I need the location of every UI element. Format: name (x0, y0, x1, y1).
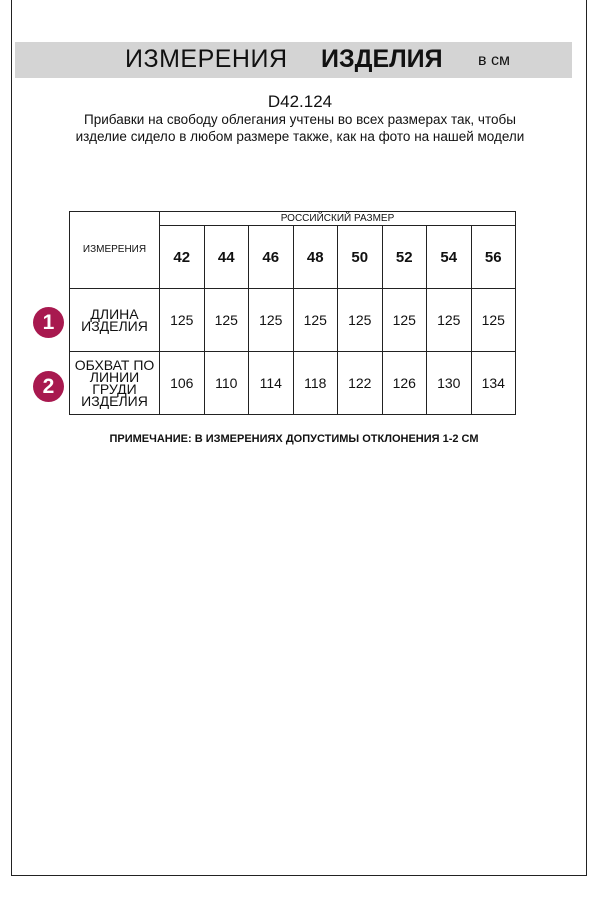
title-bold: ИЗДЕЛИЯ (321, 45, 443, 73)
value-cell: 134 (470, 351, 516, 415)
value-cell: 125 (248, 288, 294, 352)
title-regular: ИЗМЕРЕНИЯ (125, 45, 288, 73)
value-cell: 126 (381, 351, 427, 415)
size-cell: 48 (292, 225, 338, 289)
size-cell: 42 (159, 225, 205, 289)
value-cell: 125 (337, 288, 383, 352)
value-cell: 110 (203, 351, 249, 415)
value-cell: 122 (337, 351, 383, 415)
page-border (11, 0, 587, 876)
size-header: РОССИЙСКИЙ РАЗМЕР (159, 211, 516, 226)
number-badge-2: 2 (33, 371, 64, 402)
size-cell: 52 (381, 225, 427, 289)
size-cell: 44 (203, 225, 249, 289)
value-cell: 118 (292, 351, 338, 415)
value-cell: 130 (426, 351, 472, 415)
value-cell: 125 (159, 288, 205, 352)
size-cell: 56 (470, 225, 516, 289)
value-cell: 106 (159, 351, 205, 415)
measurements-header: ИЗМЕРЕНИЯ (69, 211, 160, 289)
note: ПРИМЕЧАНИЕ: В ИЗМЕРЕНИЯХ ДОПУСТИМЫ ОТКЛО… (109, 433, 479, 445)
size-cell: 46 (248, 225, 294, 289)
header-bar (15, 42, 572, 78)
row-label: ДЛИНА ИЗДЕЛИЯ (69, 288, 160, 352)
value-cell: 114 (248, 351, 294, 415)
row-label: ОБХВАТ ПО ЛИНИИ ГРУДИ ИЗДЕЛИЯ (69, 351, 160, 415)
value-cell: 125 (426, 288, 472, 352)
number-badge-1: 1 (33, 307, 64, 338)
description: Прибавки на свободу облегания учтены во … (75, 112, 525, 144)
units-label: в см (478, 52, 510, 69)
table-row: ДЛИНА ИЗДЕЛИЯ 125 125 125 125 125 125 12… (69, 288, 516, 352)
size-table: ИЗМЕРЕНИЯ РОССИЙСКИЙ РАЗМЕР 42 44 46 48 … (69, 211, 516, 415)
value-cell: 125 (292, 288, 338, 352)
size-cell: 50 (337, 225, 383, 289)
value-cell: 125 (470, 288, 516, 352)
value-cell: 125 (381, 288, 427, 352)
table-row: ОБХВАТ ПО ЛИНИИ ГРУДИ ИЗДЕЛИЯ 106 110 11… (69, 351, 516, 415)
product-code: D42.124 (267, 92, 333, 111)
value-cell: 125 (203, 288, 249, 352)
size-cell: 54 (426, 225, 472, 289)
